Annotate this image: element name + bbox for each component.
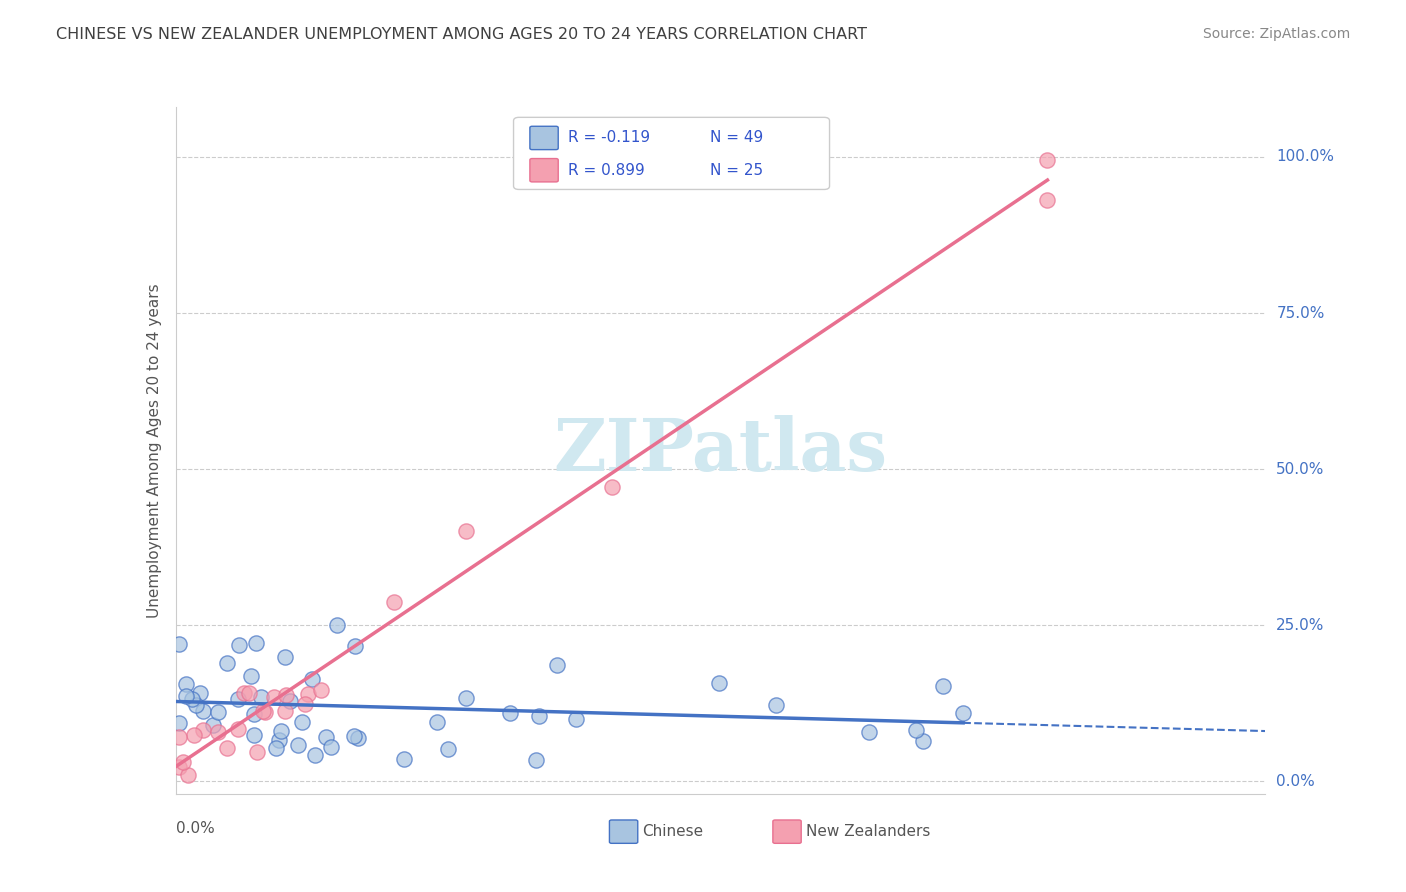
Point <box>309 682 332 697</box>
Text: 0.0%: 0.0% <box>1277 774 1315 789</box>
Point <box>294 697 316 711</box>
Point <box>291 714 314 729</box>
Point <box>243 728 266 742</box>
Point <box>226 722 249 736</box>
FancyBboxPatch shape <box>513 118 830 189</box>
Point <box>547 658 569 673</box>
Point <box>193 723 215 738</box>
Text: N = 49: N = 49 <box>710 130 763 145</box>
Point <box>245 636 267 650</box>
Point <box>263 690 285 704</box>
Point <box>207 725 229 739</box>
Point <box>274 649 297 664</box>
Point <box>304 747 326 762</box>
Point <box>454 691 477 706</box>
Point <box>239 669 262 683</box>
Point <box>193 705 215 719</box>
Text: 100.0%: 100.0% <box>1277 150 1334 164</box>
Text: Source: ZipAtlas.com: Source: ZipAtlas.com <box>1202 27 1350 41</box>
Point <box>301 672 323 686</box>
Point <box>425 714 447 729</box>
Point <box>499 706 522 720</box>
FancyBboxPatch shape <box>530 127 558 150</box>
Point <box>297 687 319 701</box>
Point <box>188 686 211 700</box>
Point <box>184 698 207 712</box>
Point <box>169 637 191 651</box>
Point <box>264 741 287 756</box>
Point <box>321 740 343 755</box>
Point <box>233 685 256 699</box>
Text: 50.0%: 50.0% <box>1277 462 1324 476</box>
Point <box>524 753 547 767</box>
Point <box>270 724 292 739</box>
Point <box>858 725 880 739</box>
Point <box>456 524 478 538</box>
Point <box>183 728 205 742</box>
Point <box>252 704 274 718</box>
Point <box>274 704 297 718</box>
Point <box>226 692 249 706</box>
Text: 75.0%: 75.0% <box>1277 306 1324 320</box>
Point <box>529 709 551 723</box>
Point <box>343 729 366 743</box>
Text: R = 0.899: R = 0.899 <box>568 162 645 178</box>
Point <box>325 618 347 632</box>
Point <box>932 679 955 693</box>
Point <box>169 715 191 730</box>
Text: 25.0%: 25.0% <box>1277 618 1324 632</box>
Point <box>246 745 269 759</box>
Text: N = 25: N = 25 <box>710 162 763 178</box>
Point <box>169 760 191 774</box>
Point <box>181 691 204 706</box>
Point <box>315 730 337 744</box>
Point <box>202 717 225 731</box>
Text: Chinese: Chinese <box>643 824 703 839</box>
Point <box>250 690 273 704</box>
Text: CHINESE VS NEW ZEALANDER UNEMPLOYMENT AMONG AGES 20 TO 24 YEARS CORRELATION CHAR: CHINESE VS NEW ZEALANDER UNEMPLOYMENT AM… <box>56 27 868 42</box>
Point <box>267 732 290 747</box>
FancyBboxPatch shape <box>609 820 638 843</box>
Point <box>253 706 276 720</box>
Text: 0.0%: 0.0% <box>176 822 215 837</box>
Point <box>278 694 301 708</box>
Point <box>228 638 250 652</box>
Text: New Zealanders: New Zealanders <box>806 824 929 839</box>
Point <box>174 677 197 691</box>
Point <box>287 738 309 752</box>
Text: ZIPatlas: ZIPatlas <box>554 415 887 486</box>
Point <box>911 734 934 748</box>
Point <box>174 689 197 703</box>
Point <box>765 698 787 713</box>
Point <box>207 705 229 719</box>
Point <box>1036 153 1059 167</box>
Point <box>172 755 194 769</box>
Point <box>392 752 415 766</box>
Point <box>276 689 298 703</box>
Point <box>905 723 928 738</box>
Point <box>437 741 460 756</box>
Y-axis label: Unemployment Among Ages 20 to 24 years: Unemployment Among Ages 20 to 24 years <box>146 283 162 618</box>
Point <box>169 731 191 745</box>
Point <box>344 639 367 653</box>
Point <box>382 594 405 608</box>
Point <box>1036 193 1059 207</box>
Point <box>952 706 974 720</box>
Point <box>347 731 370 745</box>
Point <box>243 706 266 721</box>
FancyBboxPatch shape <box>773 820 801 843</box>
Point <box>215 656 238 670</box>
Point <box>238 686 260 700</box>
Point <box>565 712 588 726</box>
Point <box>707 676 730 690</box>
Point <box>600 480 623 494</box>
FancyBboxPatch shape <box>530 159 558 182</box>
Point <box>177 768 200 782</box>
Point <box>217 741 239 756</box>
Text: R = -0.119: R = -0.119 <box>568 130 650 145</box>
